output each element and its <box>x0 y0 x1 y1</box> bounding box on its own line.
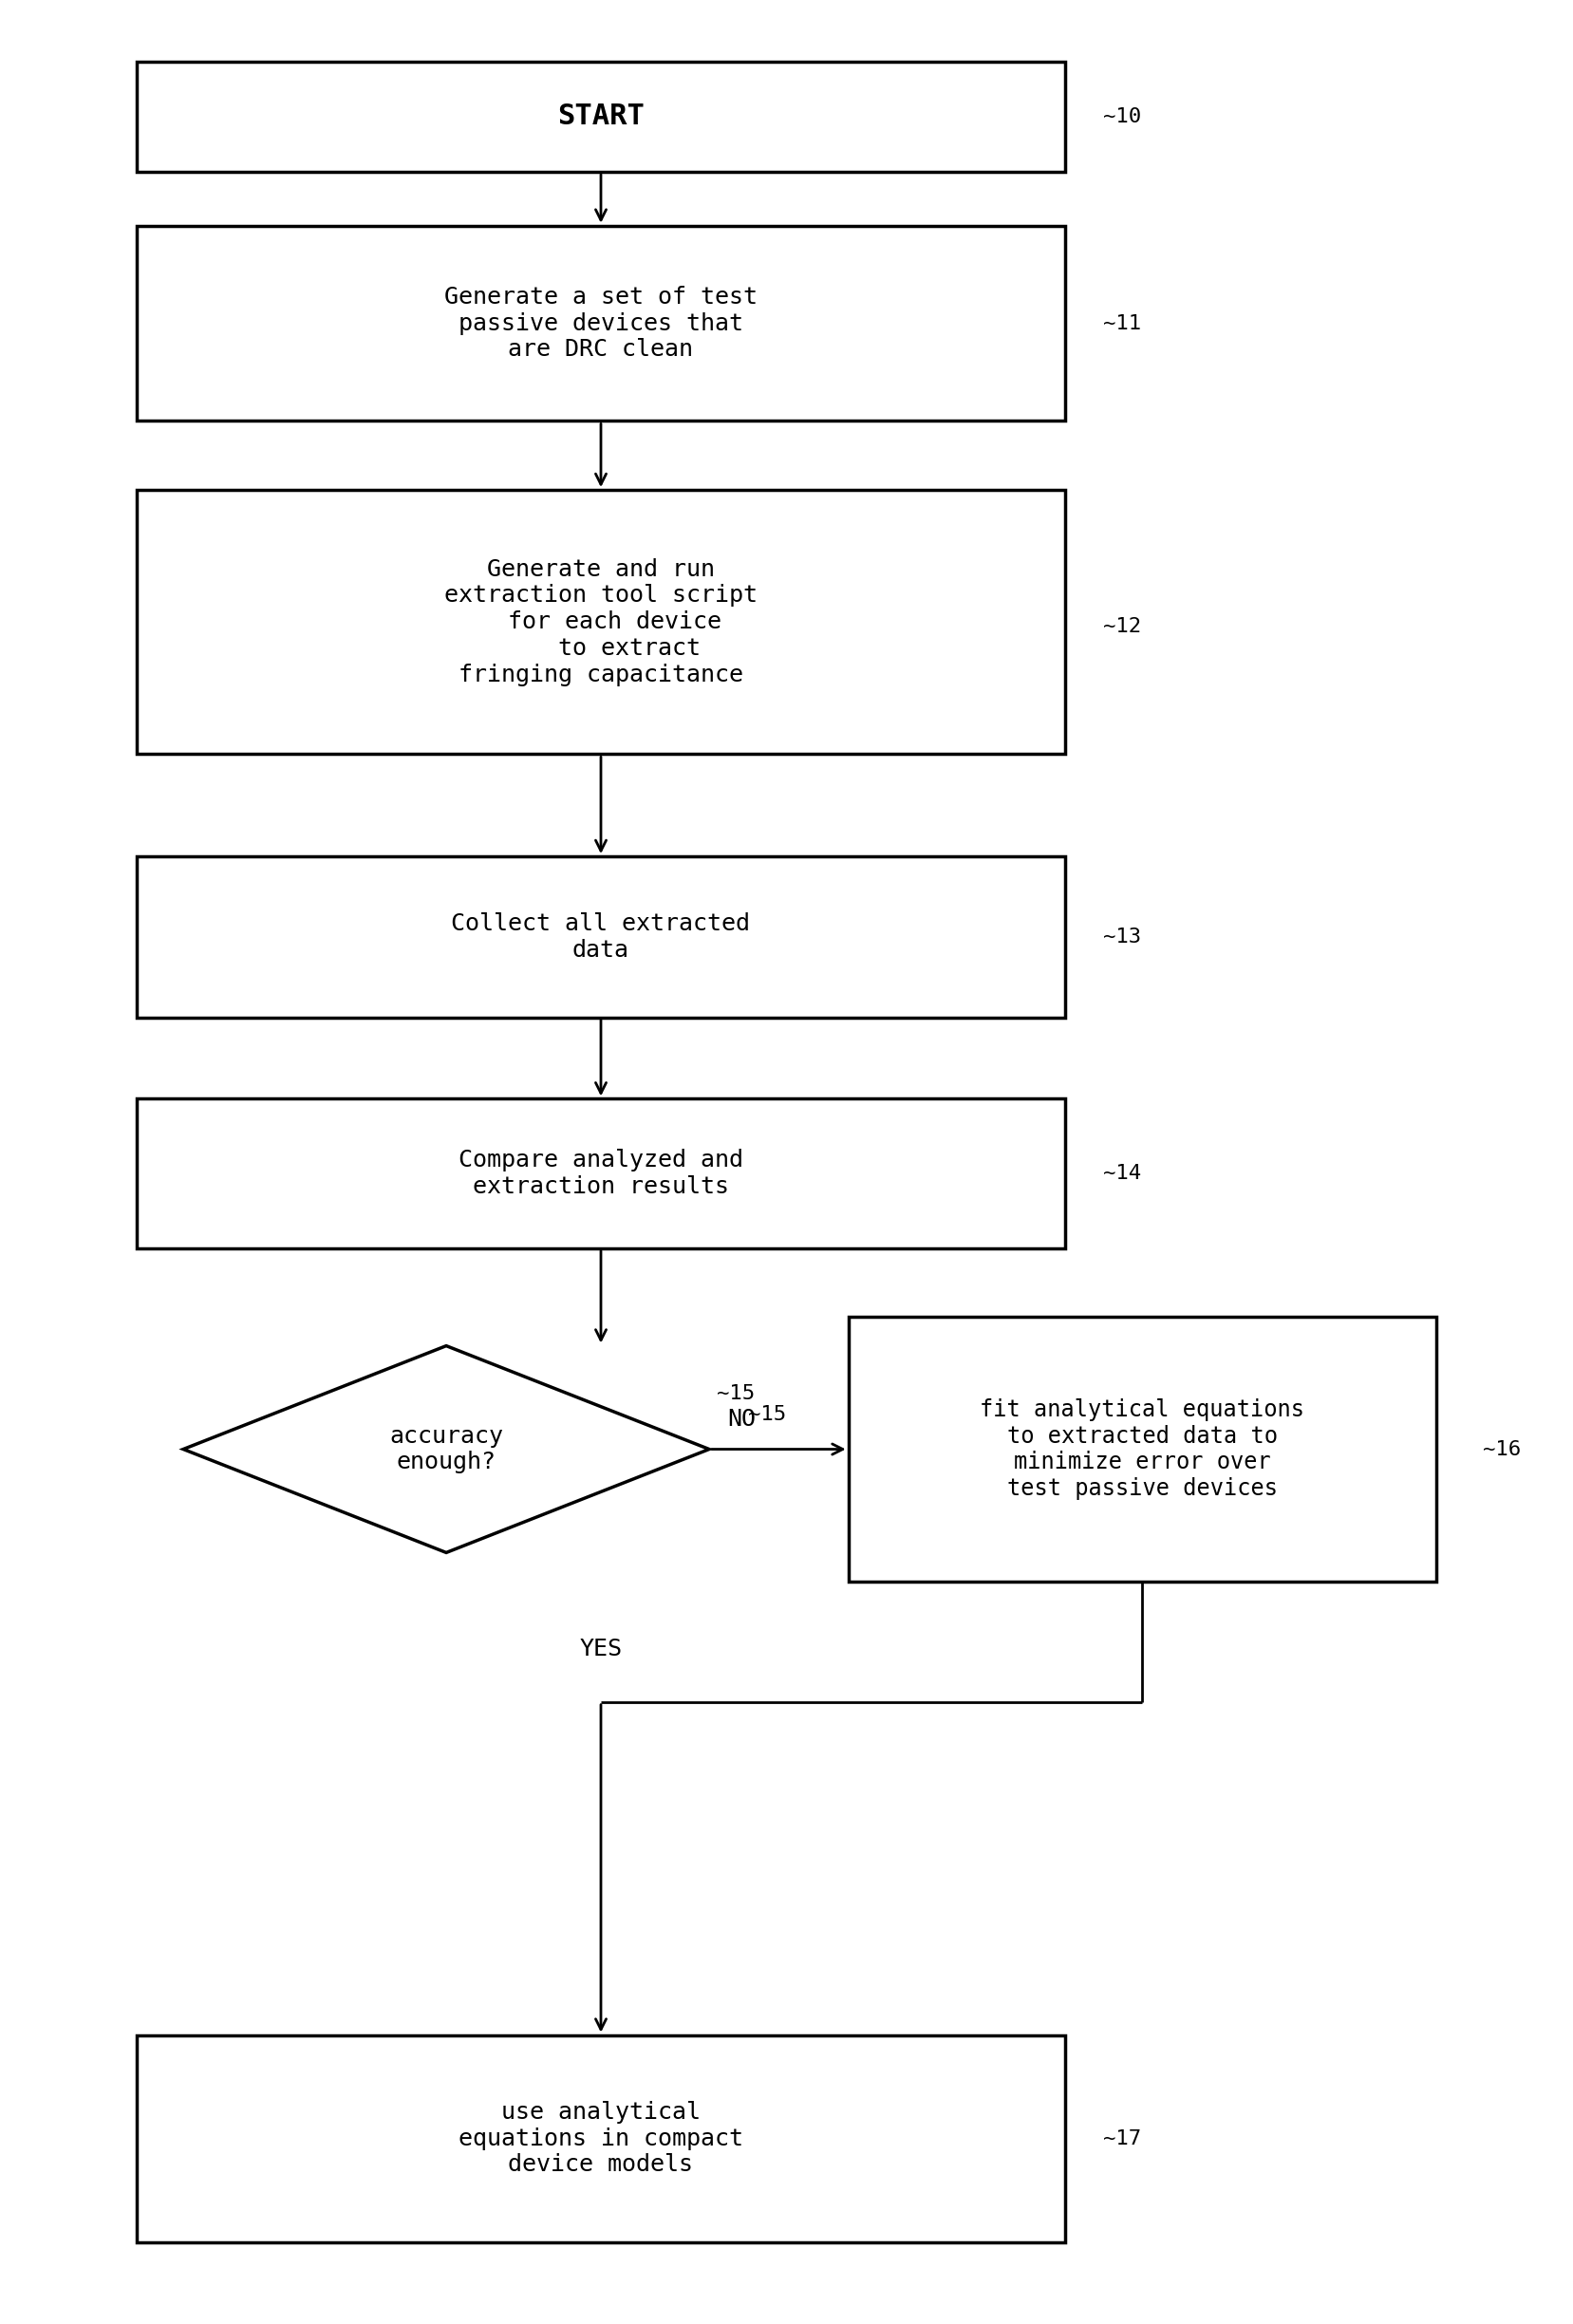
Text: NO: NO <box>728 1408 757 1432</box>
Text: ~12: ~12 <box>1104 618 1142 637</box>
Bar <box>137 60 1065 172</box>
Bar <box>848 1318 1436 1580</box>
Text: START: START <box>557 102 645 130</box>
Text: accuracy
enough?: accuracy enough? <box>389 1425 503 1473</box>
Text: YES: YES <box>579 1638 623 1662</box>
Text: Generate and run
extraction tool script
  for each device
    to extract
fringin: Generate and run extraction tool script … <box>444 558 758 686</box>
Text: ~16: ~16 <box>1482 1439 1521 1459</box>
Text: Compare analyzed and
extraction results: Compare analyzed and extraction results <box>458 1148 744 1199</box>
Text: ~15: ~15 <box>717 1385 755 1404</box>
Text: ~10: ~10 <box>1104 107 1142 125</box>
Polygon shape <box>184 1346 709 1552</box>
Text: ~17: ~17 <box>1104 2129 1142 2147</box>
Text: Generate a set of test
passive devices that
are DRC clean: Generate a set of test passive devices t… <box>444 286 758 360</box>
Bar <box>137 490 1065 755</box>
Bar <box>137 858 1065 1018</box>
Text: ~11: ~11 <box>1104 314 1142 332</box>
Text: use analytical
equations in compact
device models: use analytical equations in compact devi… <box>458 2101 744 2175</box>
Text: ~14: ~14 <box>1104 1164 1142 1183</box>
Bar <box>137 1099 1065 1248</box>
Text: ~15: ~15 <box>747 1406 786 1425</box>
Bar <box>137 2036 1065 2243</box>
Text: Collect all extracted
data: Collect all extracted data <box>451 913 750 962</box>
Text: fit analytical equations
to extracted data to
minimize error over
test passive d: fit analytical equations to extracted da… <box>980 1399 1304 1501</box>
Bar <box>137 225 1065 421</box>
Text: ~13: ~13 <box>1104 927 1142 946</box>
